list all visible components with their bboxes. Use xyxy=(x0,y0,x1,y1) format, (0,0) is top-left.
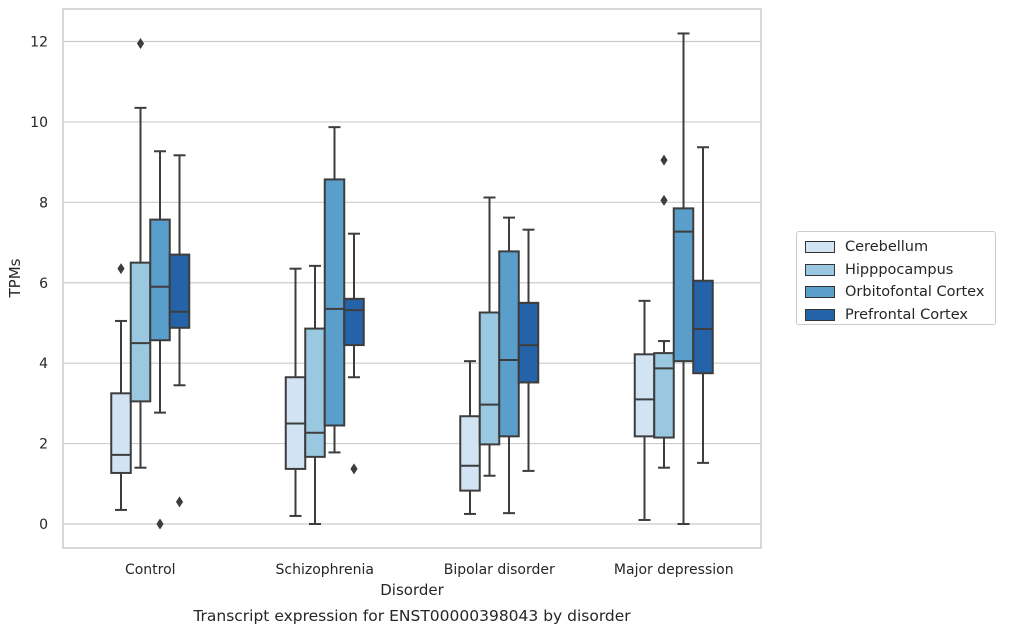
y-tick-label: 4 xyxy=(39,356,48,372)
outlier-point xyxy=(136,38,145,50)
x-tick-labels: Control Schizophrenia Bipolar disorder Majo… xyxy=(125,562,734,578)
legend-swatch xyxy=(805,308,835,321)
legend-item: Prefrontal Cortex xyxy=(805,304,995,327)
legend-swatch xyxy=(805,241,835,254)
legend-item: Hipppocampus xyxy=(805,259,995,282)
y-tick-label: 2 xyxy=(39,437,48,453)
box xyxy=(110,263,132,511)
y-tick-label: 0 xyxy=(39,517,48,533)
box-iqr xyxy=(168,253,191,329)
box xyxy=(149,150,171,530)
legend-label: Hipppocampus xyxy=(845,261,954,278)
box xyxy=(653,154,675,469)
box-iqr xyxy=(110,392,132,474)
legend-swatch xyxy=(805,263,835,276)
box-iqr xyxy=(498,250,520,438)
outlier-point xyxy=(660,154,668,166)
y-axis-label: TPMs xyxy=(6,258,24,298)
box xyxy=(692,146,714,464)
outlier-point xyxy=(660,194,668,206)
box-iqr xyxy=(478,311,501,446)
box-series xyxy=(110,32,714,530)
box-iqr xyxy=(692,279,714,375)
y-tick-label: 12 xyxy=(30,35,48,51)
box xyxy=(459,360,481,515)
x-axis-label: Disorder xyxy=(380,581,444,599)
box-iqr xyxy=(343,297,365,347)
outlier-point xyxy=(350,463,358,475)
legend-label: Prefrontal Cortex xyxy=(845,306,968,323)
legend: Cerebellum Hipppocampus Orbitofontal Corte… xyxy=(796,231,996,325)
outlier-point xyxy=(117,263,125,275)
box xyxy=(343,232,365,475)
box-iqr xyxy=(633,353,656,438)
box-iqr xyxy=(459,415,481,492)
y-tick-label: 6 xyxy=(39,276,48,292)
box-iqr xyxy=(129,261,152,403)
box xyxy=(672,32,695,525)
legend-swatch xyxy=(805,286,835,299)
box-iqr xyxy=(323,178,346,427)
y-tick-label: 10 xyxy=(30,115,48,131)
box-iqr xyxy=(304,327,326,458)
box xyxy=(284,267,307,517)
box-iqr xyxy=(149,218,171,342)
outlier-point xyxy=(175,496,184,508)
box-iqr xyxy=(653,352,675,439)
x-tick-label: Control xyxy=(125,562,176,578)
x-tick-label: Schizophrenia xyxy=(276,562,374,578)
x-tick-label: Major depression xyxy=(614,562,734,578)
legend-label: Orbitofontal Cortex xyxy=(845,284,985,301)
box xyxy=(168,154,191,508)
outlier-point xyxy=(156,518,164,530)
legend-item: Cerebellum xyxy=(805,236,995,259)
box-iqr xyxy=(517,301,540,384)
figure-caption: Transcript expression for ENST0000039804… xyxy=(193,607,631,625)
legend-label: Cerebellum xyxy=(845,239,929,256)
box xyxy=(517,228,540,472)
x-tick-label: Bipolar disorder xyxy=(444,562,555,578)
legend-item: Orbitofontal Cortex xyxy=(805,281,995,304)
y-tick-label: 8 xyxy=(39,195,48,211)
y-tick-labels: 0 2 4 6 8 10 12 xyxy=(30,35,48,534)
box xyxy=(129,38,152,469)
